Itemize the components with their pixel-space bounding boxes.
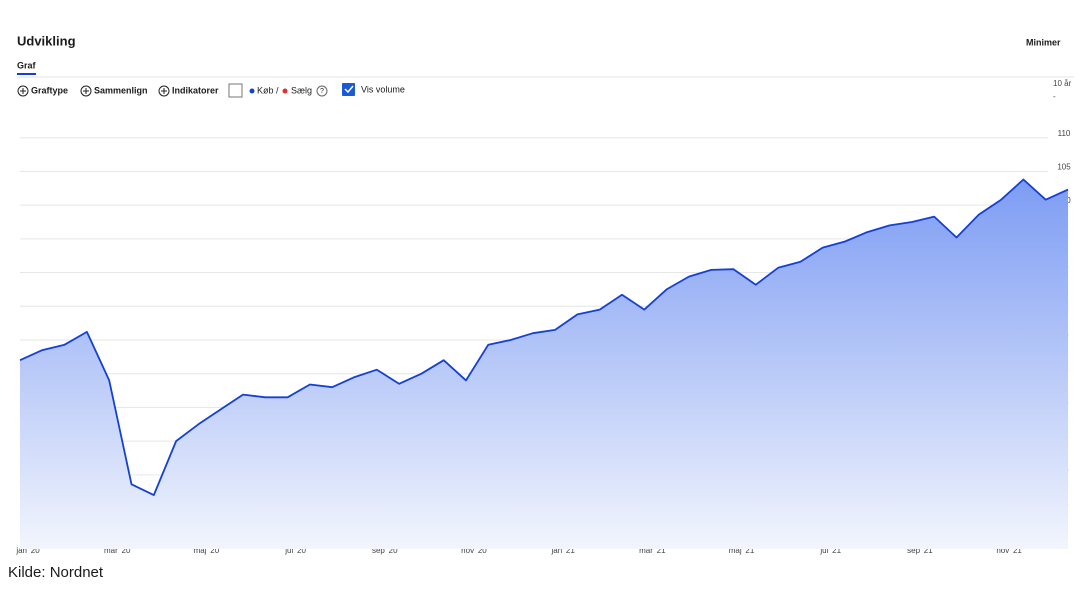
minimize-button[interactable]: Minimer (1026, 37, 1061, 47)
x-tick-label: maj '21 (729, 546, 755, 555)
sell-label: Sælg (291, 85, 312, 95)
checkmark (344, 85, 354, 94)
x-tick-label: jan '21 (550, 546, 575, 555)
x-tick-label: jan '20 (15, 546, 40, 555)
icon (17, 85, 29, 97)
x-tick-label: mar '20 (104, 546, 131, 555)
x-tick-label: maj '20 (194, 546, 220, 555)
y-tick-label: 105 (1057, 163, 1071, 172)
period[interactable]: 10 år (1053, 79, 1072, 88)
x-tick-label: jul '20 (284, 546, 306, 555)
icon (80, 85, 92, 97)
icon (161, 88, 167, 94)
toolbar: Graftype Sammenlign Indikatorer Køb / Sæ… (17, 83, 405, 98)
tab[interactable]: Graf (17, 60, 37, 70)
source: Kilde: Nordnet (8, 564, 104, 581)
x-tick-label: nov '20 (461, 546, 487, 555)
compare-button[interactable]: Sammenlign (94, 85, 148, 95)
x-tick-label: jul '21 (819, 546, 841, 555)
icon (20, 88, 26, 94)
x-tick-label: sep '21 (907, 546, 933, 555)
buy-label: Køb (257, 85, 274, 95)
checkbox[interactable] (228, 83, 243, 98)
icon (158, 85, 170, 97)
indicators-button[interactable]: Indikatorer (172, 85, 219, 95)
period-dash: - (1053, 92, 1056, 101)
x-tick-label: sep '20 (372, 546, 398, 555)
line (19, 178, 1069, 496)
help-text: ? (320, 88, 324, 95)
graph-type-button[interactable]: Graftype (31, 85, 68, 95)
icon (83, 88, 89, 94)
sell-dot (282, 88, 288, 94)
buy-dot (249, 88, 255, 94)
volume-label: Vis volume (361, 84, 405, 94)
y-tick-label: 110 (1058, 129, 1071, 138)
checkbox-checked[interactable] (342, 83, 355, 96)
x-tick-label: nov '21 (996, 546, 1022, 555)
area (20, 179, 1068, 549)
separator: / (276, 85, 279, 95)
header: Udvikling (17, 33, 76, 48)
x-tick-label: mar '21 (639, 546, 666, 555)
help-icon[interactable] (316, 85, 328, 97)
